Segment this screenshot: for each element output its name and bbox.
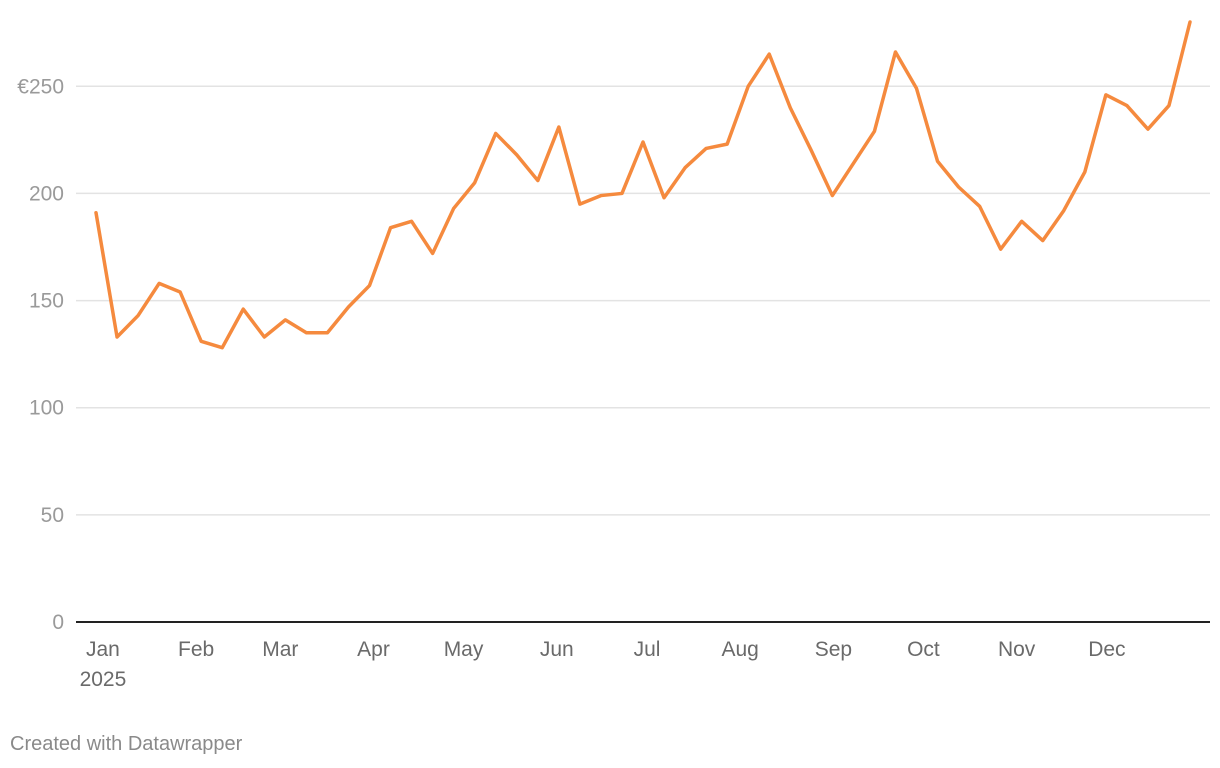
gridlines [76, 85, 1210, 516]
y-tick-label: 100 [29, 397, 64, 420]
series-layer [94, 20, 1192, 350]
y-tick-label: 200 [29, 182, 64, 205]
x-tick-label: Feb [178, 638, 214, 661]
x-tick-label: May [444, 638, 484, 661]
x-tick-label: Jun [540, 638, 574, 661]
y-tick-label: 0 [52, 611, 64, 634]
x-tick-label: Dec [1088, 638, 1125, 661]
y-tick-label: 50 [41, 504, 64, 527]
x-tick-label: Jan [86, 638, 120, 661]
y-tick-label: €250 [17, 75, 64, 98]
series-line [94, 20, 1192, 350]
x-tick-label: Mar [262, 638, 298, 661]
x-axis-tick-labels: Jan 2025 Feb Mar Apr May Jun Jul Aug Sep Oct Nov Dec [80, 638, 1126, 691]
x-tick-label: Jul [634, 638, 661, 661]
x-tick-label: Nov [998, 638, 1036, 661]
x-tick-label: Oct [907, 638, 940, 661]
y-axis-tick-labels: 0 50 100 150 200 €250 [17, 75, 64, 634]
x-tick-label: Aug [722, 638, 759, 661]
datawrapper-credit: Created with Datawrapper [10, 733, 243, 755]
x-tick-label: Apr [357, 638, 390, 661]
x-tick-year-label: 2025 [80, 668, 127, 691]
y-tick-label: 150 [29, 290, 64, 313]
x-tick-label: Sep [815, 638, 852, 661]
